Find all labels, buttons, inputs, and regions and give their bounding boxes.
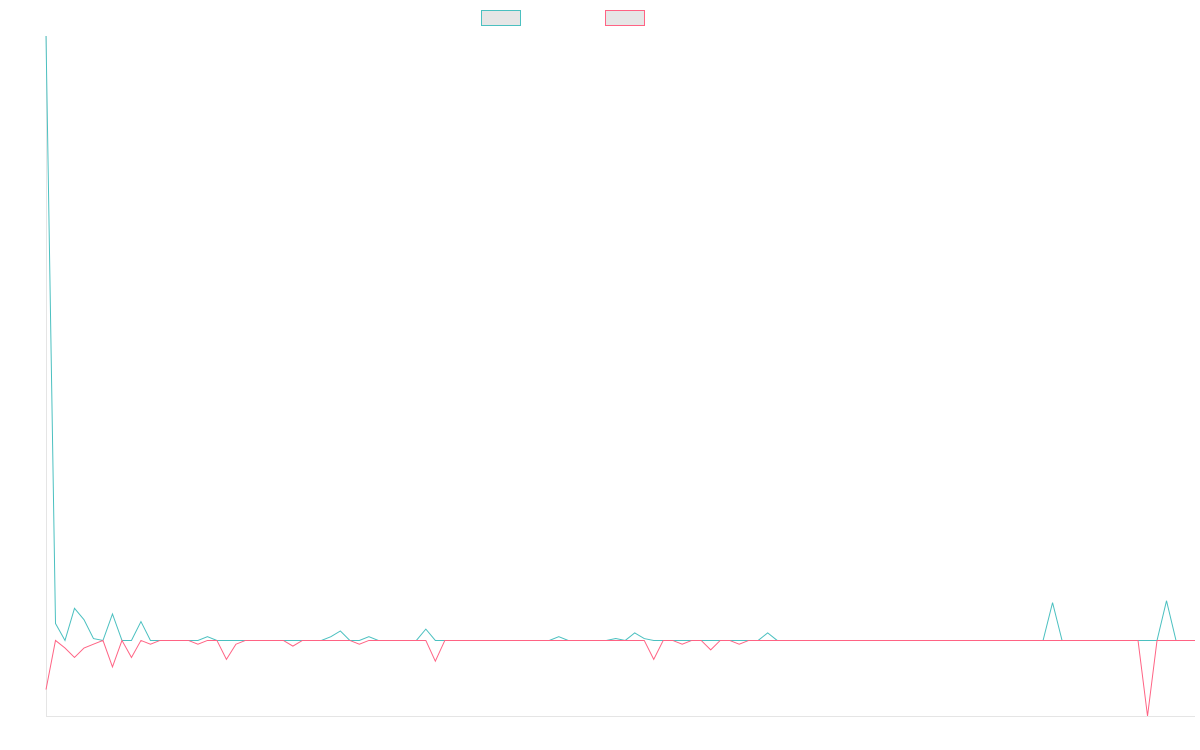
legend-swatch-2[interactable] [605, 10, 645, 26]
legend-swatch-1[interactable] [481, 10, 521, 26]
series-line-1 [45, 35, 1195, 642]
series-layer [45, 35, 1195, 717]
legend[interactable] [481, 10, 645, 26]
axes [46, 36, 1195, 717]
series-line-2 [45, 639, 1195, 717]
